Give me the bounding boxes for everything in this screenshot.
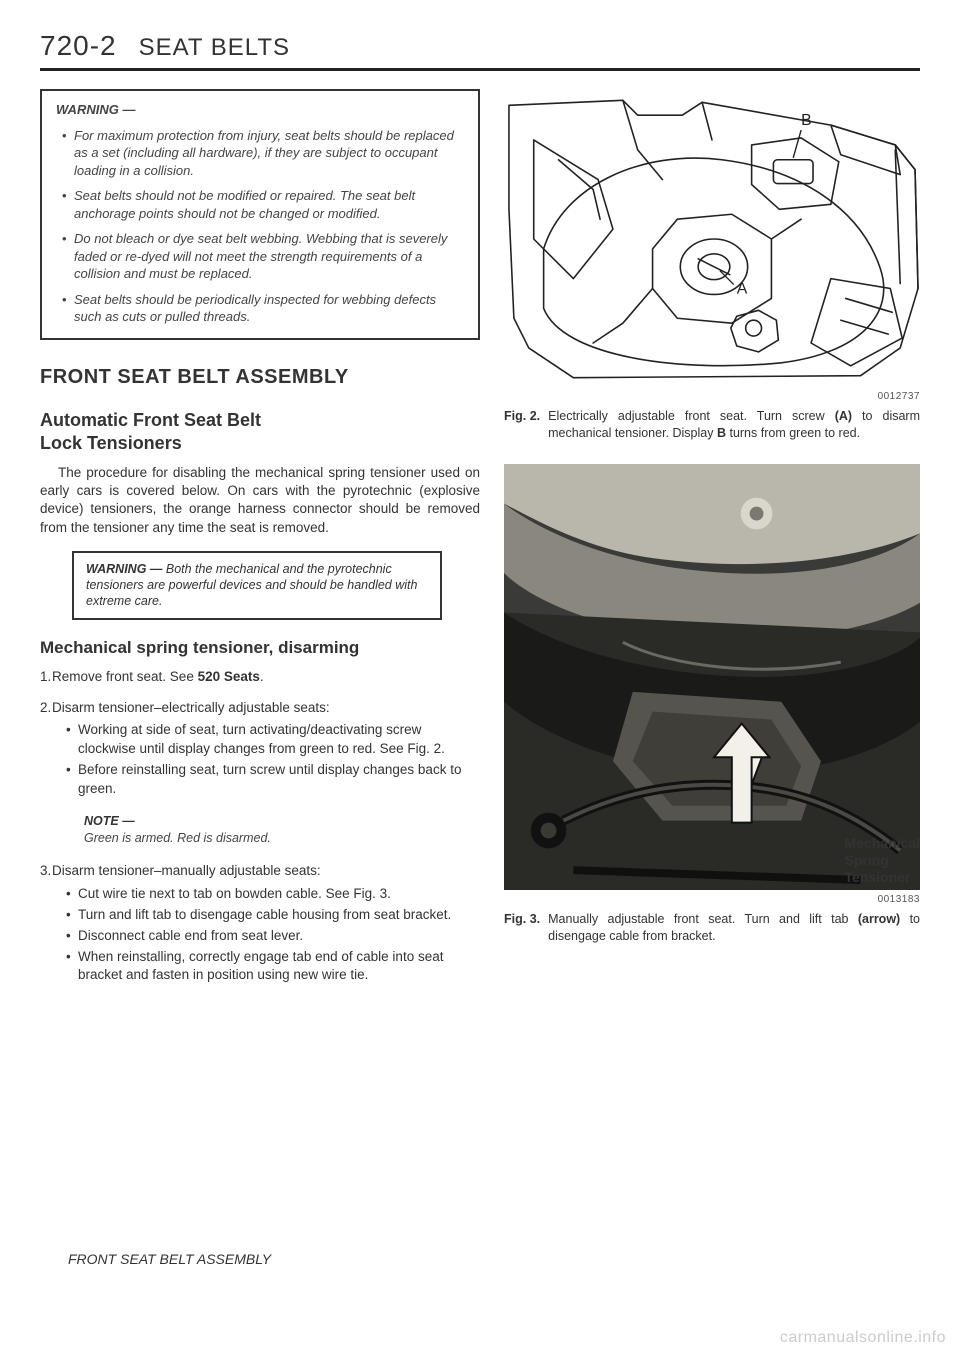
section-heading: Automatic Front Seat Belt Lock Tensioner… (40, 409, 480, 454)
figure-3-id: 0013183 (504, 894, 920, 905)
figure-3-label-line: Mechanical (845, 835, 920, 852)
step-text: Remove front seat. See 520 Seats. (52, 669, 264, 684)
two-column-layout: WARNING — For maximum protection from in… (40, 89, 920, 997)
section-heading-line2: Lock Tensioners (40, 433, 182, 453)
figure-2-caption: Fig. 2. Electrically adjustable front se… (504, 408, 920, 442)
paragraph-text: The procedure for disabling the mechanic… (40, 464, 480, 537)
step-2-sublist: Working at side of seat, turn activating… (52, 721, 480, 799)
step-1: Remove front seat. See 520 Seats. (52, 668, 480, 687)
warning-box: WARNING — For maximum protection from in… (40, 89, 480, 340)
step-3: Disarm tensioner–manually adjustable sea… (52, 862, 480, 985)
figure-3-caption-label: Fig. 3. (504, 911, 540, 945)
figure-2-caption-label: Fig. 2. (504, 408, 540, 442)
warning-item: Do not bleach or dye seat belt webbing. … (64, 230, 464, 283)
figure-3-photo: Mechanical Spring Tensioner (504, 462, 920, 892)
substep: Before reinstalling seat, turn screw unt… (66, 761, 480, 799)
figure-3-label: Mechanical Spring Tensioner (845, 835, 920, 885)
step-text: Disarm tensioner–manually adjustable sea… (52, 863, 321, 878)
substep: Disconnect cable end from seat lever. (66, 927, 480, 946)
procedure-heading: Mechanical spring tensioner, disarming (40, 638, 480, 658)
figure-2-label-a: A (737, 280, 748, 297)
inner-warning-box: WARNING — Both the mechanical and the py… (72, 551, 442, 620)
figure-2-svg: B A (504, 89, 920, 389)
figure-3-caption-text: Manually adjustable front seat. Turn and… (548, 911, 920, 945)
substep: When reinstalling, correctly engage tab … (66, 948, 480, 986)
note-text: Green is armed. Red is disarmed. (84, 830, 480, 848)
right-column: B A 0012737 Fig. 2. Electrically adjusta… (504, 89, 920, 997)
figure-2-label-b: B (801, 112, 812, 129)
assembly-heading: FRONT SEAT BELT ASSEMBLY (40, 366, 480, 389)
page-number: 720-2 (40, 30, 117, 62)
step-3-sublist: Cut wire tie next to tab on bowden cable… (52, 885, 480, 985)
substep: Working at side of seat, turn activating… (66, 721, 480, 759)
note-block: NOTE — Green is armed. Red is disarmed. (84, 813, 480, 848)
figure-2-caption-text: Electrically adjustable front seat. Turn… (548, 408, 920, 442)
warning-title: WARNING — (56, 101, 464, 119)
figure-3-svg (504, 462, 920, 892)
warning-item: Seat belts should not be modified or rep… (64, 187, 464, 222)
page-header: 720-2 SEAT BELTS (40, 30, 920, 71)
note-title: NOTE — (84, 813, 480, 831)
inner-warning-title: WARNING — (86, 562, 162, 576)
substep: Cut wire tie next to tab on bowden cable… (66, 885, 480, 904)
step-text: Disarm tensioner–electrically adjustable… (52, 700, 330, 715)
warning-item: Seat belts should be periodically inspec… (64, 291, 464, 326)
step-2: Disarm tensioner–electrically adjustable… (52, 699, 480, 848)
figure-2-id: 0012737 (504, 391, 920, 402)
section-paragraph: The procedure for disabling the mechanic… (40, 464, 480, 537)
substep: Turn and lift tab to disengage cable hou… (66, 906, 480, 925)
section-heading-line1: Automatic Front Seat Belt (40, 410, 261, 430)
procedure-steps: Remove front seat. See 520 Seats. Disarm… (40, 668, 480, 998)
figure-3-caption: Fig. 3. Manually adjustable front seat. … (504, 911, 920, 945)
page-footer: FRONT SEAT BELT ASSEMBLY (68, 1251, 271, 1267)
figure-3-label-line: Tensioner (845, 869, 920, 886)
warning-list: For maximum protection from injury, seat… (56, 127, 464, 326)
watermark: carmanualsonline.info (780, 1329, 946, 1347)
page-title: SEAT BELTS (139, 34, 290, 62)
figure-3-label-line: Spring (845, 852, 920, 869)
figure-3: Mechanical Spring Tensioner 0013183 Fig.… (504, 462, 920, 945)
left-column: WARNING — For maximum protection from in… (40, 89, 480, 997)
figure-2: B A 0012737 Fig. 2. Electrically adjusta… (504, 89, 920, 442)
warning-item: For maximum protection from injury, seat… (64, 127, 464, 180)
